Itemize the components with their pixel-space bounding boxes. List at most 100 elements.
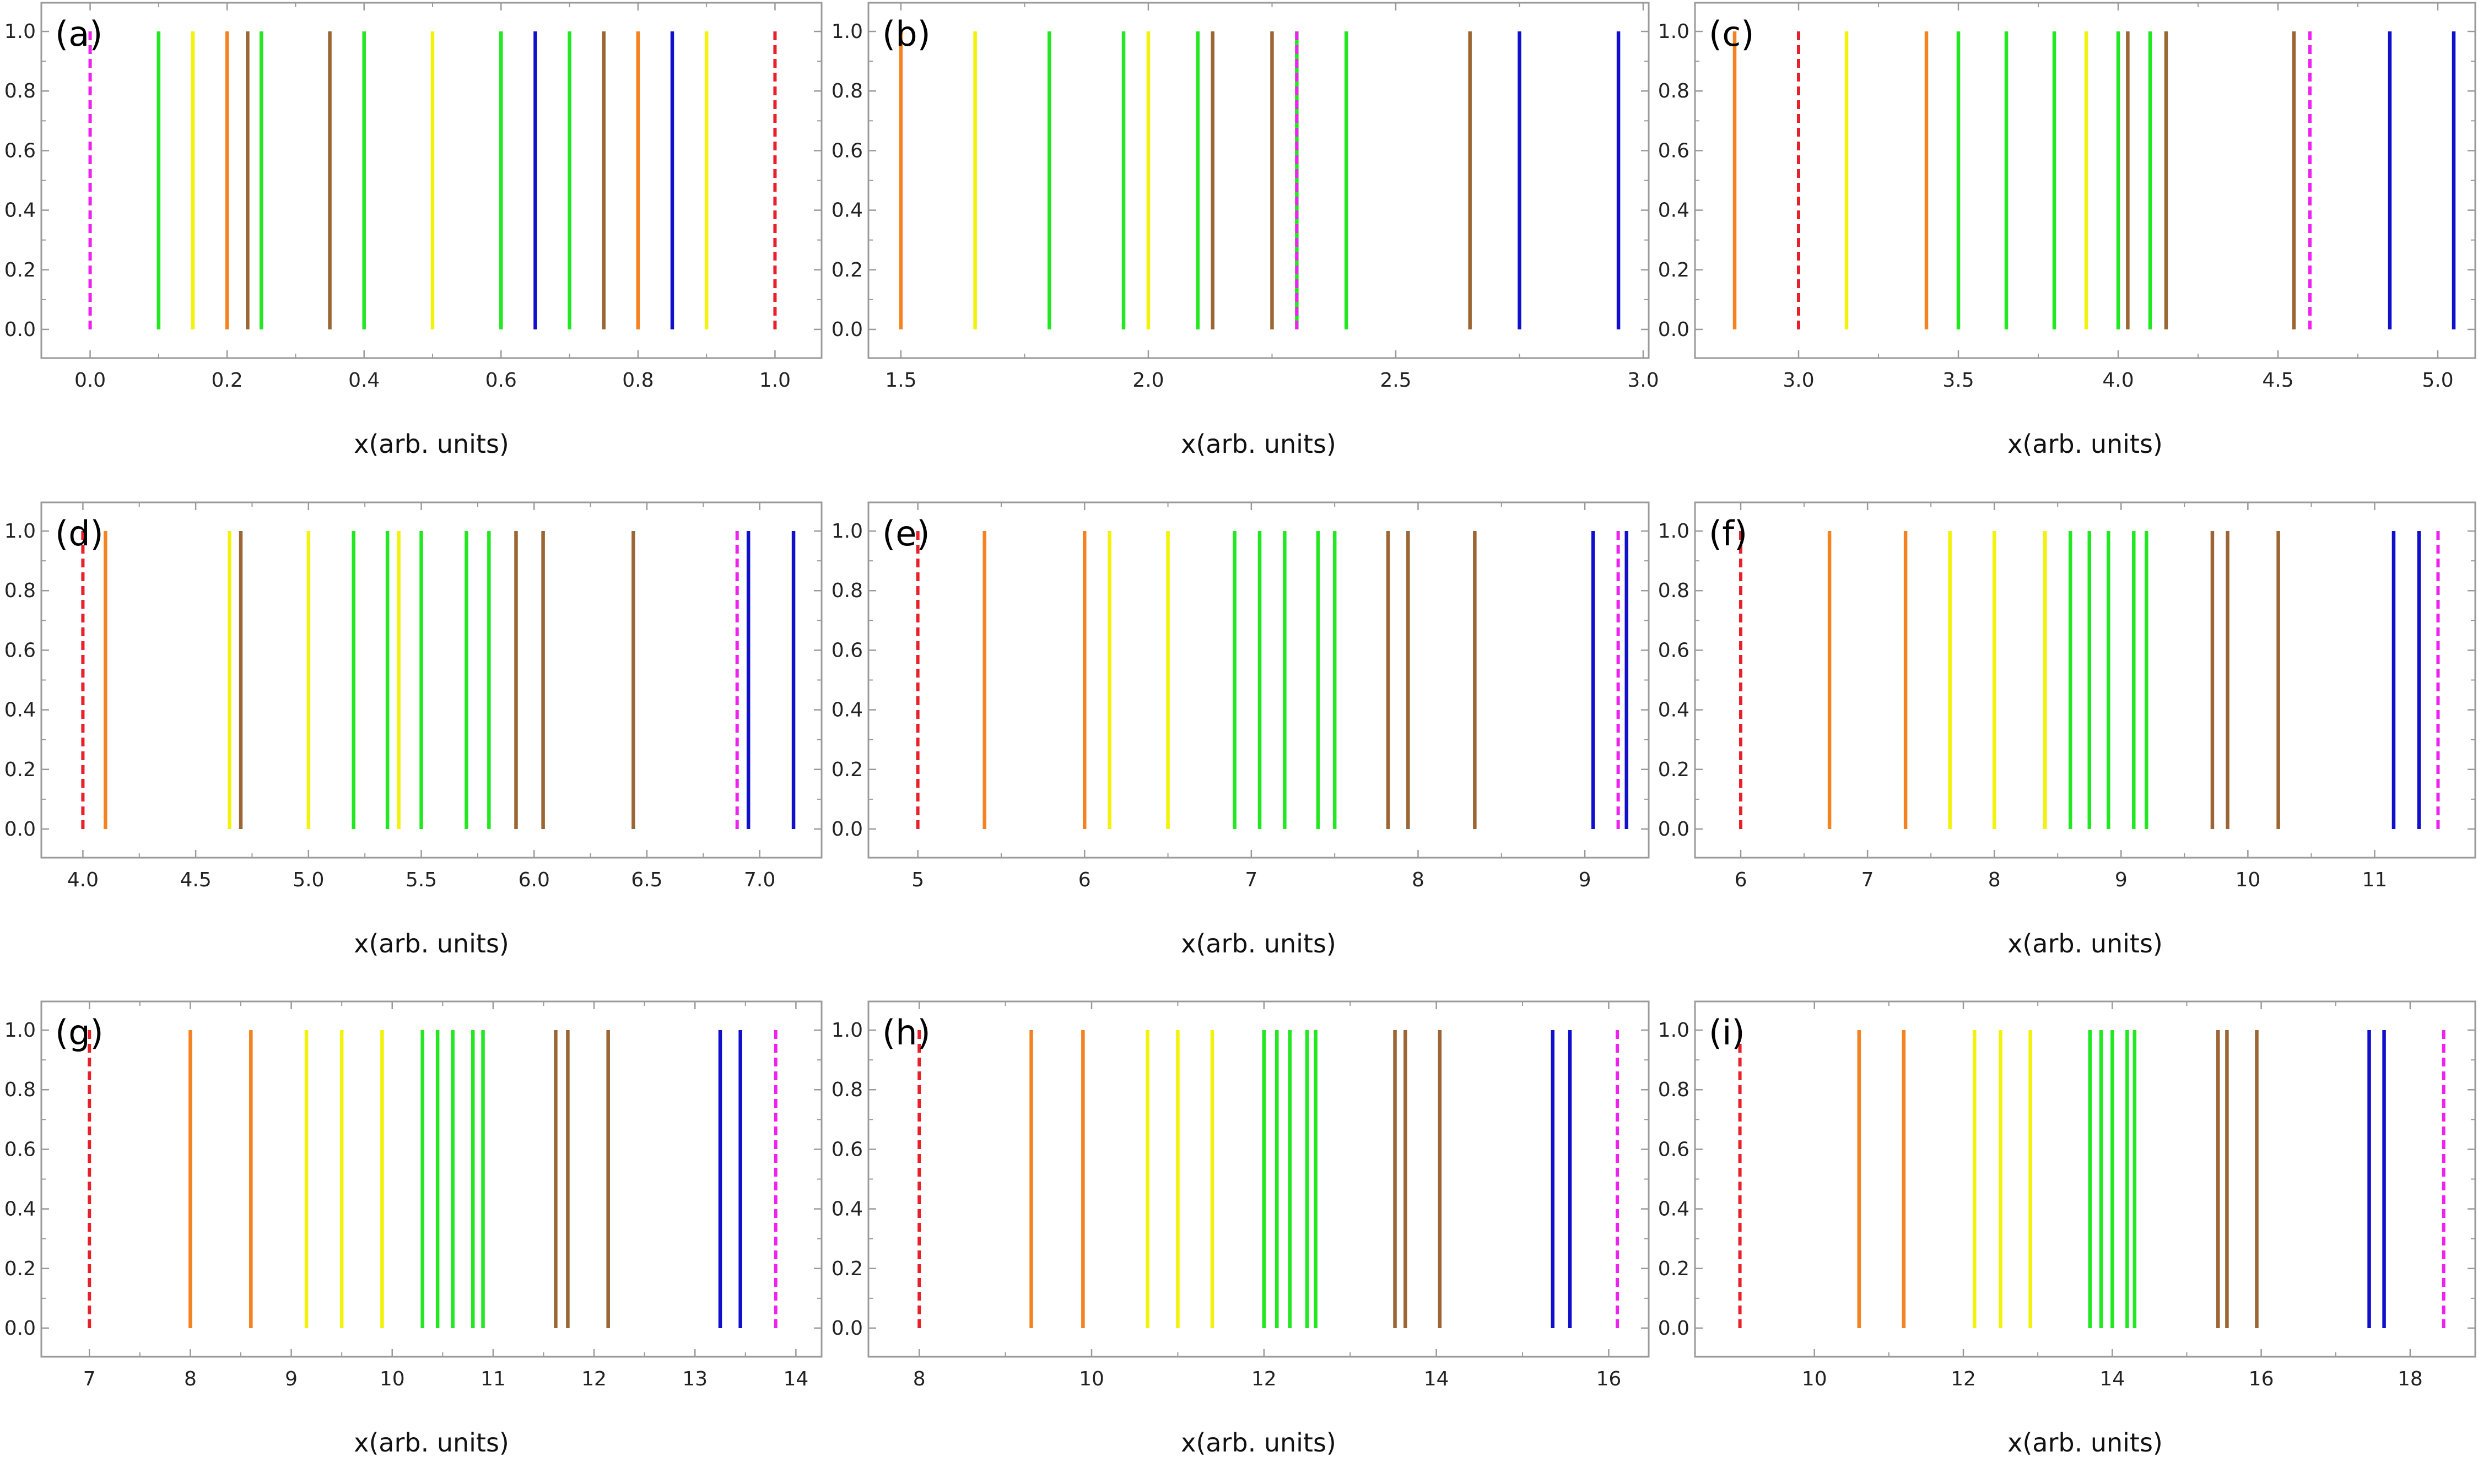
plot-frame [867, 1000, 1650, 1358]
y-tick-label: 1.0 [832, 520, 863, 543]
x-tick-label: 14 [1424, 1368, 1449, 1390]
y-tick-label: 1.0 [832, 1019, 863, 1042]
x-tick-label: 14 [2099, 1368, 2125, 1390]
x-tick-label: 0.6 [485, 369, 517, 392]
y-tick-label: 1.0 [4, 520, 36, 543]
x-axis-label: x(arb. units) [354, 929, 509, 958]
panel-label: (b) [882, 14, 931, 54]
x-tick-label: 10 [1802, 1368, 1827, 1390]
x-tick-label: 8 [1412, 869, 1424, 891]
x-tick-label: 10 [380, 1368, 405, 1390]
y-tick-label: 0.6 [1658, 639, 1689, 662]
y-tick-label: 0.2 [1658, 1258, 1689, 1280]
y-tick-label: 0.6 [1658, 139, 1689, 162]
x-axis-label: x(arb. units) [354, 429, 509, 459]
x-tick-label: 6 [1735, 869, 1747, 891]
plot-frame [1694, 501, 2476, 859]
panel-label: (c) [1709, 14, 1754, 54]
x-tick-label: 2.0 [1132, 369, 1164, 392]
x-tick-label: 6.0 [519, 869, 550, 891]
x-tick-label: 9 [285, 1368, 298, 1390]
y-tick-label: 0.4 [832, 699, 863, 722]
x-tick-label: 6 [1078, 869, 1091, 891]
y-tick-label: 0.8 [832, 80, 863, 102]
y-tick-label: 0.4 [4, 199, 36, 222]
panel-c: 0.0 0.2 0.4 0.6 0.8 1.0 3.0 3.5 4.0 4.5 5.0 (c) x(ar… [1658, 2, 2476, 459]
y-tick-label: 0.0 [832, 818, 863, 841]
y-tick-label: 0.8 [4, 1079, 36, 1101]
y-tick-label: 0.8 [1658, 579, 1689, 602]
panel-label: (d) [55, 513, 104, 554]
panel-label: (g) [55, 1012, 104, 1053]
x-tick-label: 5.5 [406, 869, 437, 891]
panel-label: (i) [1709, 1012, 1745, 1053]
y-tick-label: 0.4 [1658, 1198, 1689, 1221]
y-tick-label: 0.8 [1658, 80, 1689, 102]
y-tick-label: 0.8 [4, 80, 36, 102]
panel-h: 0.0 0.2 0.4 0.6 0.8 1.0 8 10 12 14 16 (h) x(arb. uni… [832, 1000, 1650, 1458]
x-tick-label: 3.0 [1627, 369, 1659, 392]
x-axis-label: x(arb. units) [2007, 929, 2163, 958]
x-tick-label: 16 [2249, 1368, 2274, 1390]
y-tick-label: 0.0 [832, 1317, 863, 1340]
x-tick-label: 1.0 [759, 369, 791, 392]
y-tick-label: 0.4 [832, 199, 863, 222]
plot-frame [40, 1000, 823, 1358]
y-tick-label: 0.4 [1658, 699, 1689, 722]
plot-frame [40, 501, 823, 859]
y-tick-label: 0.2 [1658, 759, 1689, 781]
x-tick-label: 11 [481, 1368, 506, 1390]
y-tick-label: 0.2 [832, 259, 863, 281]
y-tick-label: 0.8 [832, 579, 863, 602]
panel-b: 0.0 0.2 0.4 0.6 0.8 1.0 1.5 2.0 2.5 3.0 (b) x(arb. … [832, 2, 1659, 459]
x-tick-label: 11 [2362, 869, 2388, 891]
x-axis-label: x(arb. units) [354, 1428, 509, 1458]
y-tick-label: 0.4 [832, 1198, 863, 1221]
y-tick-label: 0.6 [4, 139, 36, 162]
y-tick-label: 0.6 [832, 1138, 863, 1161]
x-tick-label: 4.0 [2102, 369, 2134, 392]
y-tick-label: 0.2 [4, 759, 36, 781]
x-tick-label: 18 [2398, 1368, 2423, 1390]
y-tick-label: 1.0 [1658, 520, 1689, 543]
x-tick-label: 8 [913, 1368, 926, 1390]
y-tick-label: 1.0 [1658, 20, 1689, 43]
x-tick-label: 5.0 [293, 869, 324, 891]
plot-frame [867, 2, 1650, 359]
y-tick-label: 0.0 [4, 318, 36, 341]
y-tick-label: 0.6 [832, 139, 863, 162]
y-tick-label: 0.4 [1658, 199, 1689, 222]
x-tick-label: 10 [1079, 1368, 1104, 1390]
x-axis-label: x(arb. units) [2007, 429, 2163, 459]
y-tick-label: 0.0 [1658, 1317, 1689, 1340]
x-tick-label: 7 [83, 1368, 96, 1390]
x-tick-label: 6.5 [631, 869, 662, 891]
x-tick-label: 3.0 [1783, 369, 1814, 392]
y-tick-label: 0.4 [4, 699, 36, 722]
y-tick-label: 1.0 [1658, 1019, 1689, 1042]
panel-g: 0.0 0.2 0.4 0.6 0.8 1.0 7 8 9 10 11 12 13 14 (g) x(arb.… [4, 1000, 823, 1458]
y-tick-label: 0.2 [4, 1258, 36, 1280]
x-tick-label: 0.8 [622, 369, 654, 392]
y-tick-label: 0.0 [1658, 318, 1689, 341]
x-tick-label: 4.5 [2262, 369, 2293, 392]
x-tick-label: 9 [1579, 869, 1591, 891]
y-tick-label: 0.8 [832, 1079, 863, 1101]
y-tick-label: 0.8 [4, 579, 36, 602]
panel-label: (e) [882, 513, 930, 554]
x-tick-label: 12 [1251, 1368, 1277, 1390]
x-tick-label: 16 [1596, 1368, 1622, 1390]
y-tick-label: 0.6 [1658, 1138, 1689, 1161]
x-tick-label: 1.5 [885, 369, 916, 392]
x-axis-label: x(arb. units) [1181, 429, 1336, 459]
x-axis-label: x(arb. units) [1181, 1428, 1336, 1458]
y-tick-label: 0.0 [4, 1317, 36, 1340]
x-tick-label: 0.2 [212, 369, 243, 392]
y-tick-label: 0.0 [1658, 818, 1689, 841]
y-tick-label: 0.0 [4, 818, 36, 841]
y-tick-label: 0.2 [832, 759, 863, 781]
y-tick-label: 0.2 [832, 1258, 863, 1280]
y-tick-label: 0.6 [832, 639, 863, 662]
panel-label: (h) [882, 1012, 931, 1053]
